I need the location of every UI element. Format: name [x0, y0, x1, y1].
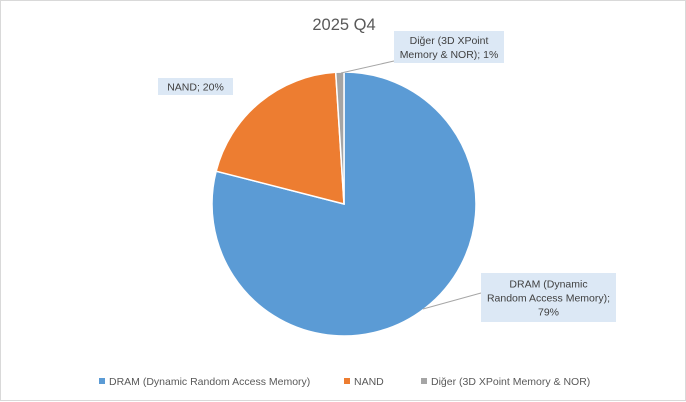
data-label-text: DRAM (Dynamic — [509, 279, 587, 291]
legend-item-0: DRAM (Dynamic Random Access Memory) — [99, 376, 310, 388]
legend-swatch — [421, 378, 427, 384]
leader-lines — [340, 60, 482, 310]
legend-item-2: Diğer (3D XPoint Memory & NOR) — [421, 376, 590, 388]
data-label-box — [158, 78, 233, 95]
data-label-1: NAND; 20% — [158, 78, 233, 95]
data-label-text: Random Access Memory); — [487, 293, 610, 305]
chart-title: 2025 Q4 — [312, 16, 375, 34]
legend-label: Diğer (3D XPoint Memory & NOR) — [431, 376, 590, 388]
data-label-2: Diğer (3D XPoint Memory & NOR); 1% — [394, 31, 504, 63]
data-label-text: NAND; 20% — [167, 82, 224, 94]
data-label-text: 79% — [538, 307, 559, 319]
legend-swatch — [99, 378, 105, 384]
leader-line-2 — [340, 60, 395, 74]
legend-swatch — [344, 378, 350, 384]
legend-item-1: NAND — [344, 376, 384, 388]
data-label-0: DRAM (Dynamic Random Access Memory); 79% — [481, 273, 616, 322]
pie-slice-1 — [215, 71, 345, 205]
legend-label: NAND — [354, 376, 384, 388]
data-label-text: Diğer (3D XPoint — [410, 35, 489, 47]
data-label-text: Memory & NOR); 1% — [400, 49, 499, 61]
legend-label: DRAM (Dynamic Random Access Memory) — [109, 376, 310, 388]
leader-line-0 — [422, 292, 482, 310]
pie-slices — [211, 71, 477, 337]
data-label-box — [394, 31, 504, 63]
data-labels: DRAM (Dynamic Random Access Memory); 79% NA… — [158, 31, 616, 322]
data-label-box — [481, 273, 616, 322]
legend: DRAM (Dynamic Random Access Memory) NAND D… — [99, 376, 590, 388]
